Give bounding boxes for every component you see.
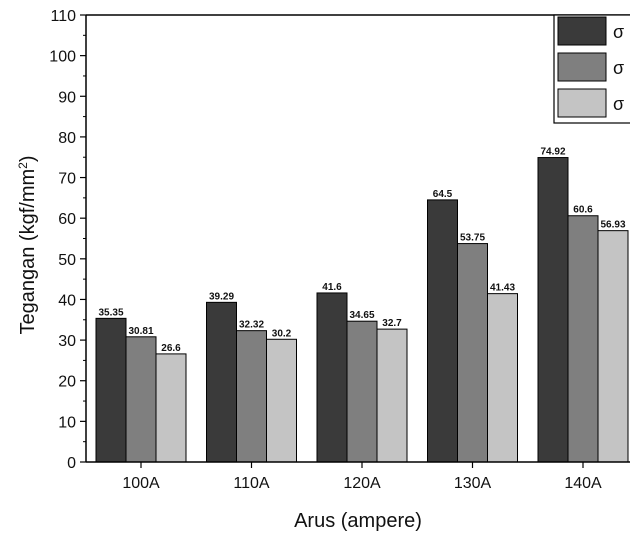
bar-value-label: 60.6 <box>573 205 593 216</box>
y-axis-ticks: 0 10 20 30 40 50 60 70 80 90 100 110 <box>49 8 86 472</box>
bar <box>206 301 237 463</box>
bar-value-label: 34.65 <box>349 310 374 321</box>
y-tick-label: 50 <box>58 252 76 269</box>
bar <box>597 230 629 463</box>
y-tick-label: 70 <box>58 171 76 188</box>
data-labels: 35.35 30.81 26.6 39.29 32.32 30.2 41.6 34.65 32.… <box>98 147 625 354</box>
bar <box>236 330 267 463</box>
x-tick-label: 100A <box>122 475 160 492</box>
bar <box>266 338 297 463</box>
bar <box>487 293 518 463</box>
x-tick-label: 140A <box>564 475 602 492</box>
x-axis-title: Arus (ampere) <box>294 510 422 532</box>
bar <box>427 199 458 463</box>
bar <box>376 328 408 463</box>
bar-value-label: 64.5 <box>433 189 453 200</box>
legend-swatch <box>557 88 607 118</box>
legend: σσσ <box>553 14 630 124</box>
legend-label: σ <box>613 58 624 78</box>
bar <box>346 320 378 463</box>
bar-value-label: 39.29 <box>209 291 234 302</box>
y-tick-label: 40 <box>58 292 76 309</box>
bar <box>567 215 599 463</box>
bar <box>125 336 157 463</box>
y-tick-label: 0 <box>67 455 76 472</box>
bar <box>155 353 187 463</box>
y-axis-title: Tegangan (kgf/mm2) <box>16 156 39 335</box>
y-tick-label: 90 <box>58 89 76 106</box>
bar-value-label: 41.43 <box>490 283 515 294</box>
bar-value-label: 32.32 <box>239 320 264 331</box>
bar-value-label: 56.93 <box>600 220 625 231</box>
legend-label: σ <box>613 94 624 114</box>
legend-swatch <box>557 52 607 82</box>
bar <box>316 292 348 463</box>
y-tick-label: 10 <box>58 414 76 431</box>
legend-label: σ <box>613 22 624 42</box>
y-tick-label: 80 <box>58 130 76 147</box>
bar-value-label: 30.2 <box>272 328 292 339</box>
bar <box>95 317 127 463</box>
y-tick-label: 20 <box>58 374 76 391</box>
bar-marks <box>95 157 629 463</box>
x-tick-label: 110A <box>233 475 270 492</box>
bar <box>537 157 569 463</box>
bar-value-label: 35.35 <box>98 307 123 318</box>
bar-value-label: 74.92 <box>540 147 565 158</box>
x-axis-ticks: 100A 110A 120A 130A 140A <box>122 462 602 492</box>
bar-value-label: 26.6 <box>161 343 181 354</box>
bar-value-label: 30.81 <box>128 326 153 337</box>
y-tick-label: 100 <box>49 49 76 66</box>
y-tick-label: 30 <box>58 333 76 350</box>
x-tick-label: 130A <box>454 475 492 492</box>
x-tick-label: 120A <box>343 475 381 492</box>
bar <box>457 243 488 463</box>
legend-swatch <box>557 16 607 46</box>
bar-value-label: 53.75 <box>460 233 485 244</box>
bar-value-label: 32.7 <box>382 318 402 329</box>
y-tick-label: 110 <box>50 8 76 25</box>
bar-value-label: 41.6 <box>322 282 342 293</box>
y-tick-label: 60 <box>58 211 76 228</box>
